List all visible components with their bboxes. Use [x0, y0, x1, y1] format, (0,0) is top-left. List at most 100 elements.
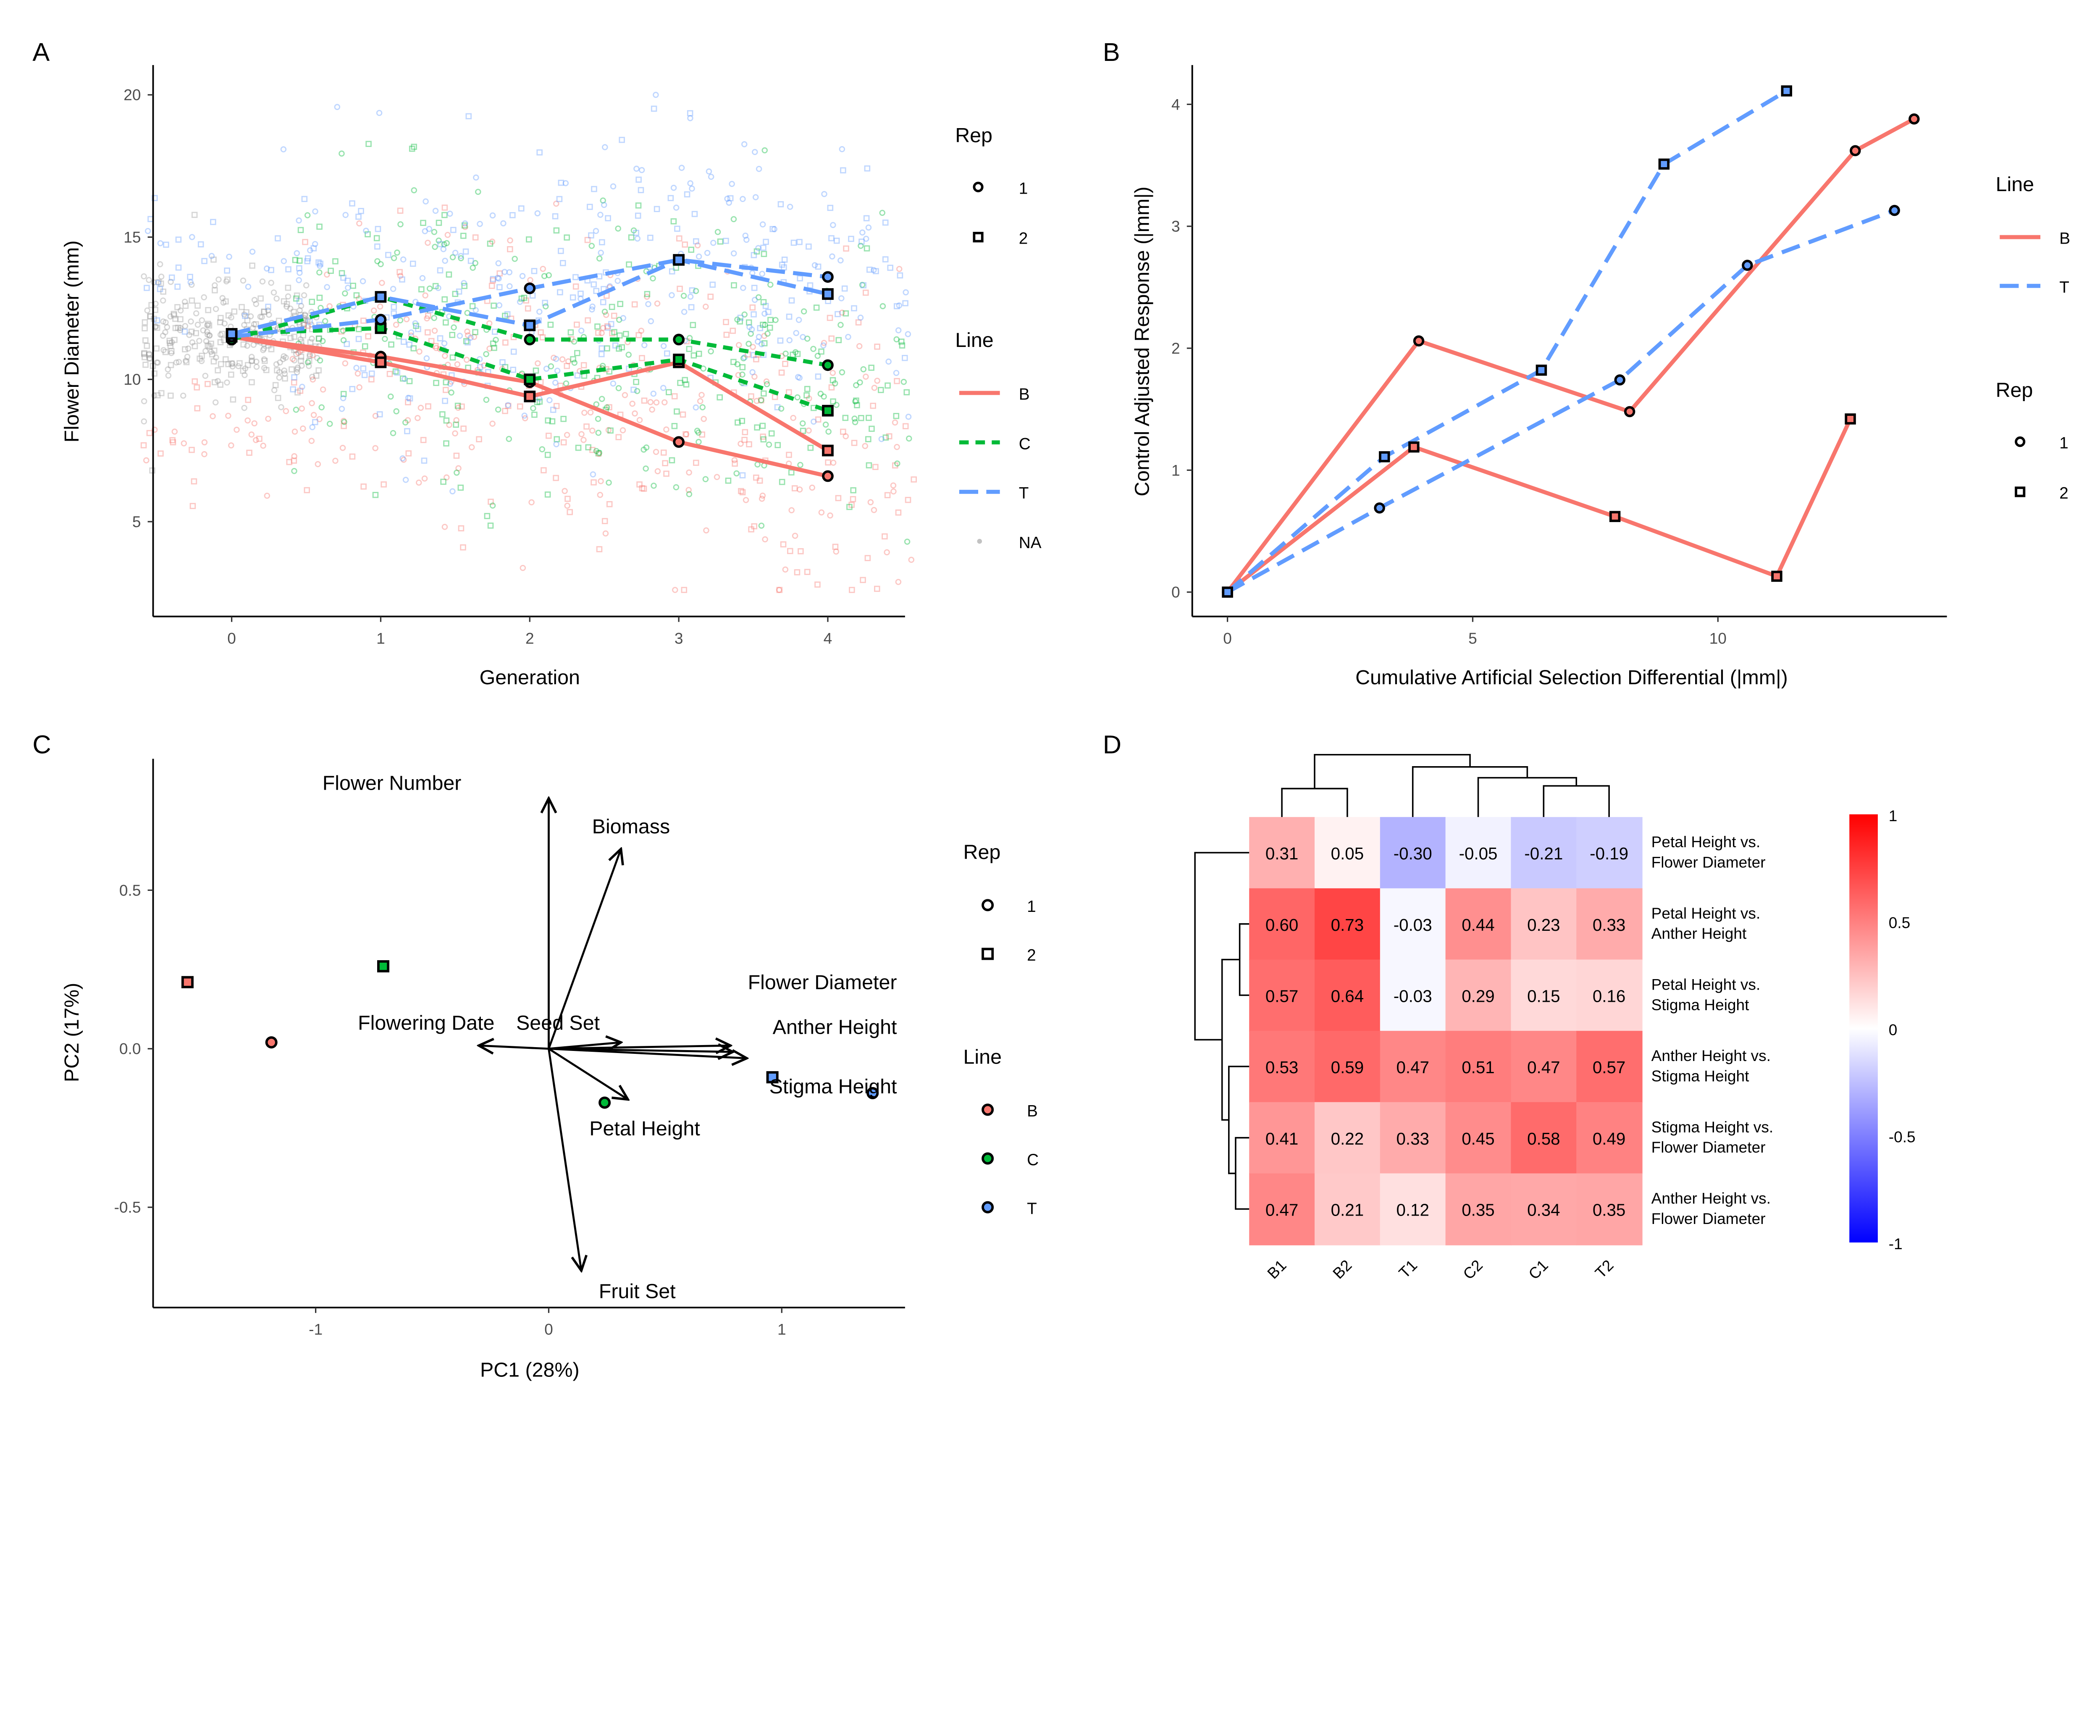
legend-line-label: NA — [1019, 534, 1042, 552]
data-point — [182, 346, 188, 352]
legend-line-label: C — [1027, 1151, 1039, 1169]
data-point — [505, 402, 511, 408]
data-point — [734, 316, 740, 323]
data-point — [304, 359, 311, 365]
data-point — [589, 446, 596, 453]
data-point — [603, 312, 609, 318]
heatmap-cell — [1445, 1173, 1512, 1245]
data-point — [753, 474, 759, 481]
data-point — [542, 303, 549, 310]
data-point — [740, 196, 746, 202]
mean-point-B1 — [673, 436, 685, 448]
data-point — [689, 287, 696, 294]
data-point — [231, 308, 238, 315]
data-point — [488, 499, 494, 505]
data-point — [531, 412, 538, 418]
legend-rep-1-icon — [973, 181, 984, 192]
heatmap-cell — [1380, 959, 1446, 1032]
legend-rep-title: Rep — [1996, 379, 2033, 402]
data-point — [682, 431, 689, 438]
heatmap-cell-value: 0.57 — [1265, 986, 1298, 1006]
x-tick-label: 1 — [376, 629, 385, 647]
data-point — [296, 265, 302, 271]
data-point — [517, 299, 523, 305]
data-point — [866, 415, 872, 421]
data-point — [653, 92, 659, 98]
data-point — [268, 267, 274, 273]
data-point — [491, 344, 497, 351]
legend-rep-label: 1 — [1027, 898, 1036, 916]
data-point — [155, 279, 161, 286]
data-point — [630, 386, 637, 393]
data-point — [317, 260, 323, 267]
x-tick-label: 0 — [544, 1320, 553, 1338]
data-point — [287, 335, 294, 341]
heatmap-cell-value: 0.16 — [1593, 986, 1625, 1006]
data-point — [506, 436, 512, 442]
data-point — [571, 360, 578, 366]
data-point — [212, 287, 218, 294]
data-point — [146, 350, 152, 357]
data-point — [694, 428, 701, 434]
data-point — [144, 228, 151, 234]
data-point — [902, 423, 909, 429]
data-point — [578, 290, 584, 297]
data-point — [421, 457, 428, 464]
data-point — [368, 370, 375, 377]
data-point — [340, 418, 347, 424]
data-point — [543, 365, 550, 372]
heatmap-cell — [1380, 1173, 1446, 1245]
x-tick-label: 1 — [777, 1320, 786, 1338]
legend-rep-2-icon — [973, 231, 984, 243]
data-point — [253, 301, 259, 307]
data-point — [709, 281, 716, 288]
data-point — [858, 415, 864, 421]
data-point — [160, 297, 166, 304]
data-point — [220, 299, 227, 306]
data-point — [206, 332, 213, 339]
data-point — [610, 380, 617, 387]
data-point — [259, 314, 265, 320]
data-point — [798, 548, 804, 554]
data-point — [360, 483, 367, 490]
data-point — [895, 327, 902, 334]
data-point — [253, 437, 259, 444]
data-point — [854, 402, 860, 408]
legend-rep-label: 2 — [1027, 946, 1036, 964]
data-point — [381, 481, 387, 488]
data-point — [807, 444, 814, 451]
loading-label: Fruit Set — [599, 1280, 676, 1303]
heatmap-cell — [1249, 817, 1315, 889]
data-point — [372, 412, 379, 419]
data-point — [362, 343, 368, 349]
data-point — [272, 382, 279, 389]
data-point — [251, 420, 257, 427]
data-point — [830, 370, 836, 376]
heatmap-cell — [1380, 888, 1446, 961]
data-point — [463, 357, 470, 363]
data-point — [275, 235, 281, 242]
data-point — [316, 269, 323, 276]
data-point — [425, 403, 431, 410]
data-point — [898, 339, 905, 345]
data-point — [236, 360, 243, 367]
heatmap-cell-value: 0.57 — [1593, 1058, 1625, 1077]
data-point — [860, 366, 867, 373]
data-point — [772, 317, 779, 323]
data-point — [495, 260, 502, 266]
data-point — [167, 343, 174, 349]
data-point — [842, 415, 849, 421]
data-point — [420, 437, 427, 443]
data-point — [310, 412, 317, 418]
data-point — [151, 279, 157, 286]
y-tick-label: 5 — [132, 513, 141, 531]
data-point — [598, 351, 605, 357]
data-point — [259, 278, 266, 285]
data-point — [686, 491, 693, 497]
data-point — [166, 337, 173, 344]
heatmap-cell-value: 0.21 — [1331, 1200, 1364, 1220]
data-point — [598, 478, 604, 484]
data-point — [433, 345, 439, 351]
data-point — [608, 321, 614, 327]
data-point — [360, 365, 367, 372]
